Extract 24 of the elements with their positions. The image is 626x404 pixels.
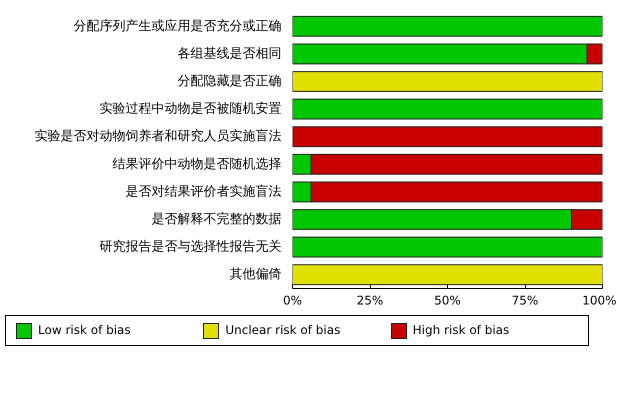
- y-tick-label: 结果评价中动物是否随机选择: [112, 156, 282, 172]
- y-tick-label: 各组基线是否相同: [178, 46, 282, 62]
- x-tick-label: 100%: [582, 294, 617, 308]
- y-tick-label: 分配序列产生或应用是否充分或正确: [74, 18, 282, 34]
- y-tick-label: 是否解释不完整的数据: [152, 211, 282, 227]
- y-tick-label: 其他偏倚: [230, 267, 282, 282]
- y-tick-label: 分配隐藏是否正确: [178, 74, 282, 89]
- legend-label: High risk of bias: [412, 322, 510, 339]
- bar: [292, 71, 602, 92]
- bar: [292, 264, 602, 286]
- x-tick-label: 0%: [282, 294, 302, 308]
- y-tick-label: 实验是否对动物饲养者和研究人员实施盲法: [34, 128, 282, 144]
- x-tick-label: 25%: [356, 294, 384, 308]
- legend-label: Low risk of bias: [38, 322, 131, 339]
- legend-label: Unclear risk of bias: [225, 322, 340, 339]
- y-tick-label: 研究报告是否与选择性报告无关: [100, 240, 282, 255]
- bar: [292, 236, 602, 258]
- bar: [292, 98, 602, 120]
- x-tick-label: 50%: [434, 294, 461, 308]
- bar: [292, 16, 602, 37]
- y-tick-label: 是否对结果评价者实施盲法: [126, 183, 282, 200]
- x-tick-label: 75%: [512, 294, 538, 308]
- bar: [292, 126, 602, 148]
- y-tick-label: 实验过程中动物是否被随机安置: [100, 100, 282, 117]
